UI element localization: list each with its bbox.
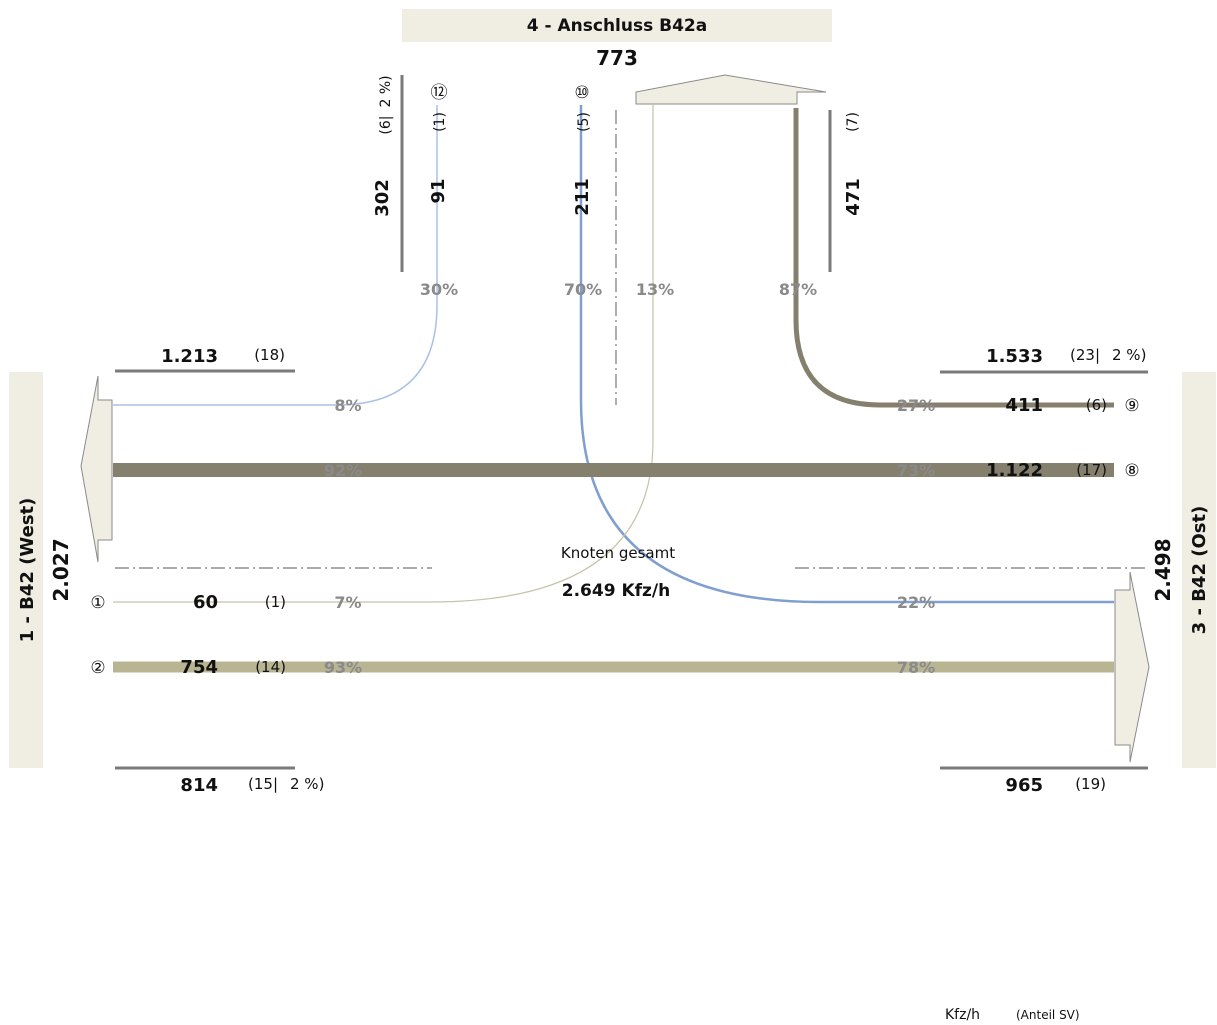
north-in-sv: (6| 2 %) bbox=[378, 75, 394, 134]
north-label: 4 - Anschluss B42a bbox=[527, 16, 707, 36]
stream-2-value: 754 bbox=[180, 657, 218, 678]
east-in-sv: (23| 2 %) bbox=[1070, 346, 1146, 364]
west-out-sv: (18) bbox=[254, 346, 285, 364]
east-out-arrow bbox=[1114, 571, 1150, 763]
stream-12-sv: (1) bbox=[432, 112, 448, 132]
east-out-sv: (19) bbox=[1075, 775, 1106, 793]
percent-70: 70% bbox=[564, 280, 602, 299]
stream-12-value: 91 bbox=[428, 178, 449, 203]
north-in-sv-pct: 2 %) bbox=[378, 75, 394, 107]
north-out-sv: (7) bbox=[845, 112, 861, 132]
west-out-arrow bbox=[80, 375, 113, 563]
west-in-sv-count: (15| bbox=[248, 775, 278, 793]
stream-2-sv: (14) bbox=[255, 658, 286, 676]
stream-1-value: 60 bbox=[193, 592, 218, 613]
east-label: 3 - B42 (Ost) bbox=[1189, 506, 1210, 635]
stream-9-value: 411 bbox=[1005, 395, 1043, 416]
percent-27: 27% bbox=[897, 396, 935, 415]
percent-73: 73% bbox=[897, 461, 935, 480]
stream-2-id: ② bbox=[90, 658, 105, 678]
stream-8-value: 1.122 bbox=[986, 460, 1043, 481]
west-in-sv-pct: 2 %) bbox=[290, 775, 324, 793]
east-in-value: 1.533 bbox=[986, 346, 1043, 367]
north-in-sum: 302 bbox=[372, 179, 393, 217]
percent-93: 93% bbox=[324, 658, 362, 677]
west-label-box bbox=[9, 372, 43, 768]
west-in-value: 814 bbox=[180, 775, 218, 796]
percent-7: 7% bbox=[334, 593, 361, 612]
west-total: 2.027 bbox=[49, 538, 73, 601]
percent-22: 22% bbox=[897, 593, 935, 612]
stream-1-id: ① bbox=[90, 593, 105, 613]
percent-78: 78% bbox=[897, 658, 935, 677]
percent-13: 13% bbox=[636, 280, 674, 299]
legend-sv: (Anteil SV) bbox=[1016, 1008, 1080, 1022]
east-out-value: 965 bbox=[1005, 775, 1043, 796]
east-label-box bbox=[1182, 372, 1216, 768]
legend-unit: Kfz/h bbox=[945, 1007, 980, 1023]
east-in-sv-count: (23| bbox=[1070, 346, 1100, 364]
north-in-sv-count: (6| bbox=[378, 116, 394, 135]
percent-8: 8% bbox=[334, 396, 361, 415]
stream-10-value: 211 bbox=[572, 178, 593, 216]
percent-30: 30% bbox=[420, 280, 458, 299]
north-label-box bbox=[402, 9, 832, 42]
west-label: 1 - B42 (West) bbox=[17, 498, 38, 643]
stream-9-id: ⑨ bbox=[1124, 396, 1139, 416]
stream-12-line bbox=[113, 105, 438, 406]
north-out-value: 471 bbox=[843, 178, 864, 216]
percent-87: 87% bbox=[779, 280, 817, 299]
east-in-sv-pct: 2 %) bbox=[1112, 346, 1146, 364]
north-total: 773 bbox=[596, 46, 638, 70]
west-in-sv: (15| 2 %) bbox=[248, 775, 324, 793]
stream-8-sv: (17) bbox=[1076, 461, 1107, 479]
north-out-arrow bbox=[635, 74, 827, 105]
stream-9-line bbox=[793, 108, 1114, 408]
stream-1-sv: (1) bbox=[265, 593, 286, 611]
stream-12-id: ⑫ bbox=[431, 83, 448, 103]
center-label: Knoten gesamt bbox=[561, 544, 675, 562]
center-total: 2.649 Kfz/h bbox=[562, 581, 670, 601]
stream-8-id: ⑧ bbox=[1124, 461, 1139, 481]
east-total: 2.498 bbox=[1151, 538, 1175, 601]
stream-10-line bbox=[579, 105, 1114, 604]
percent-92: 92% bbox=[324, 461, 362, 480]
stream-10-id: ⑩ bbox=[574, 83, 589, 103]
stream-10-sv: (5) bbox=[576, 112, 592, 132]
stream-9-sv: (6) bbox=[1086, 396, 1107, 414]
west-out-value: 1.213 bbox=[161, 346, 218, 367]
